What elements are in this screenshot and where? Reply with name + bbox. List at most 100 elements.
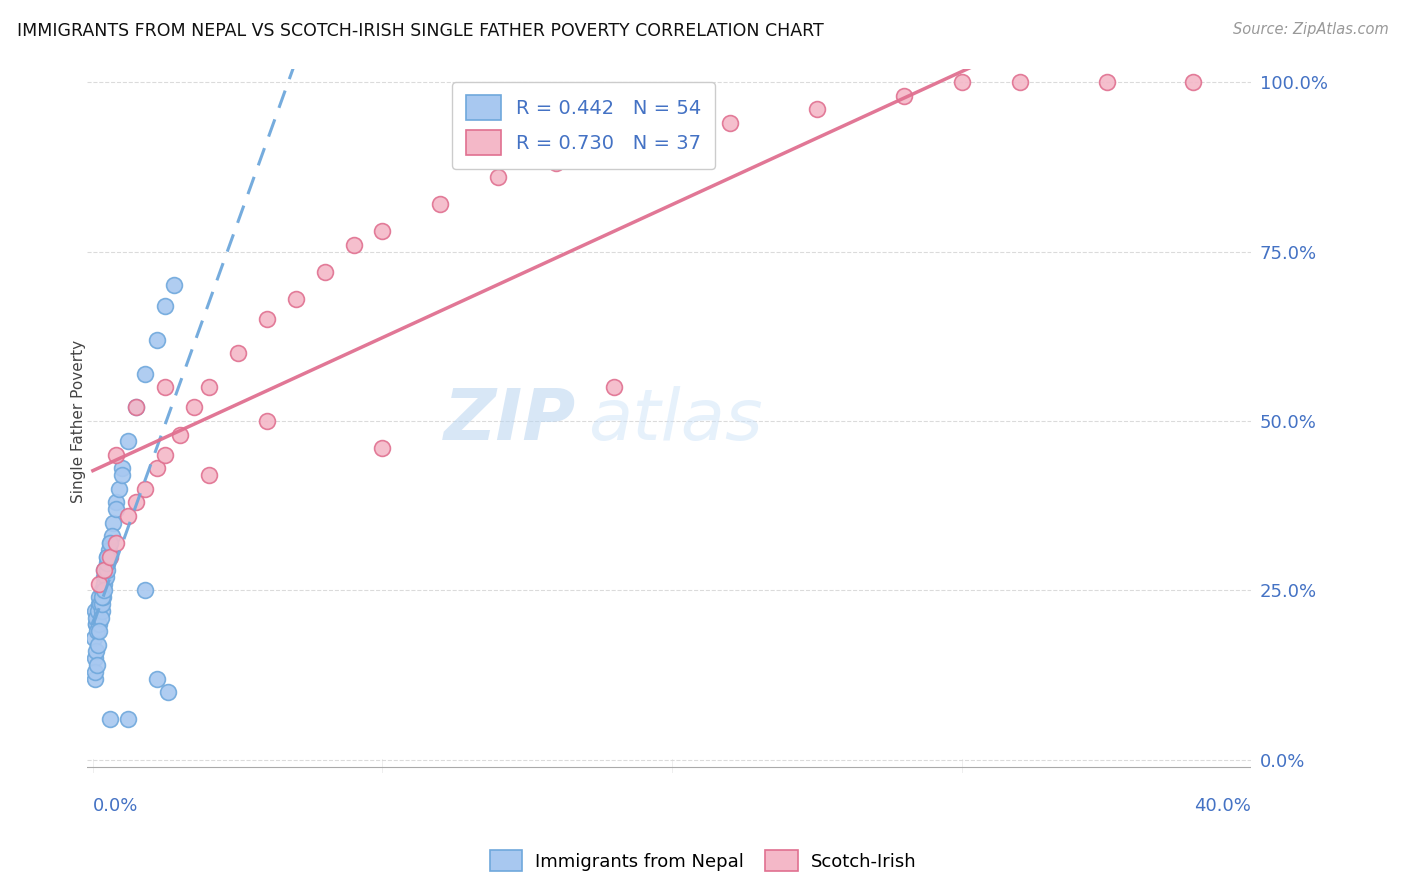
Point (93, 570, 115, 584)
Point (157, 685, 180, 699)
Point (603, 143, 626, 157)
Point (342, 237, 364, 252)
Point (83, 631, 105, 645)
Point (87, 617, 110, 632)
Point (429, 197, 451, 211)
Point (134, 367, 156, 381)
Point (96, 557, 118, 571)
Point (87, 597, 110, 611)
Point (90, 604, 112, 618)
Point (284, 292, 307, 306)
Point (89, 591, 111, 605)
Point (84, 617, 107, 632)
Point (117, 712, 139, 726)
Point (226, 346, 249, 360)
Point (371, 224, 394, 238)
Point (93, 583, 115, 598)
Point (1008, 75, 1031, 89)
Point (84, 604, 107, 618)
Point (125, 495, 148, 509)
Point (86, 624, 108, 639)
Point (93, 563, 115, 577)
Point (117, 508, 139, 523)
Point (86, 658, 108, 673)
Point (84, 651, 107, 665)
Point (256, 414, 278, 428)
Point (950, 75, 973, 89)
Point (90, 610, 112, 624)
Point (169, 427, 191, 442)
Text: ZIP: ZIP (444, 386, 576, 456)
Point (155, 299, 177, 313)
Point (93, 563, 115, 577)
Point (105, 448, 128, 462)
Point (90, 591, 112, 605)
Point (105, 495, 128, 509)
Point (98, 712, 121, 726)
Point (87, 638, 110, 652)
Point (105, 536, 128, 550)
Point (86, 644, 108, 658)
Point (145, 672, 167, 686)
Legend: R = 0.442   N = 54, R = 0.730   N = 37: R = 0.442 N = 54, R = 0.730 N = 37 (451, 82, 714, 169)
Point (145, 333, 167, 347)
Point (83, 672, 105, 686)
Point (183, 401, 205, 415)
Point (86, 617, 108, 632)
Point (105, 502, 128, 516)
Text: Source: ZipAtlas.com: Source: ZipAtlas.com (1233, 22, 1389, 37)
Point (134, 482, 156, 496)
Point (125, 401, 148, 415)
Point (98, 549, 121, 564)
Point (96, 563, 118, 577)
Point (155, 448, 177, 462)
Point (97, 542, 120, 557)
Text: 0.0%: 0.0% (93, 797, 138, 815)
Point (93, 576, 115, 591)
Point (134, 583, 156, 598)
Point (314, 265, 336, 279)
Point (125, 401, 148, 415)
Point (111, 468, 134, 483)
Point (96, 549, 118, 564)
Point (486, 169, 509, 184)
Point (371, 441, 394, 455)
Point (101, 516, 124, 530)
Point (87, 604, 110, 618)
Point (1182, 75, 1205, 89)
Point (91, 591, 114, 605)
Point (155, 380, 177, 394)
Point (98, 536, 121, 550)
Point (84, 610, 107, 624)
Text: IMMIGRANTS FROM NEPAL VS SCOTCH-IRISH SINGLE FATHER POVERTY CORRELATION CHART: IMMIGRANTS FROM NEPAL VS SCOTCH-IRISH SI… (17, 22, 824, 40)
Point (117, 434, 139, 449)
Y-axis label: Single Father Poverty: Single Father Poverty (72, 340, 86, 502)
Point (90, 583, 112, 598)
Point (893, 88, 915, 103)
Point (163, 278, 186, 293)
Point (89, 624, 111, 639)
Point (145, 461, 167, 475)
Point (87, 576, 110, 591)
Point (197, 380, 219, 394)
Point (100, 529, 122, 543)
Point (98, 536, 121, 550)
Point (603, 380, 626, 394)
Point (1095, 75, 1118, 89)
Point (806, 102, 828, 116)
Point (89, 597, 111, 611)
Point (718, 116, 741, 130)
Point (197, 468, 219, 483)
Legend: Immigrants from Nepal, Scotch-Irish: Immigrants from Nepal, Scotch-Irish (482, 843, 924, 879)
Point (94, 570, 117, 584)
Text: 40.0%: 40.0% (1195, 797, 1251, 815)
Point (661, 129, 683, 144)
Point (91, 597, 114, 611)
Point (84, 665, 107, 679)
Point (96, 549, 118, 564)
Point (111, 461, 134, 475)
Text: atlas: atlas (588, 386, 762, 456)
Point (256, 312, 278, 326)
Point (108, 482, 131, 496)
Point (546, 156, 568, 170)
